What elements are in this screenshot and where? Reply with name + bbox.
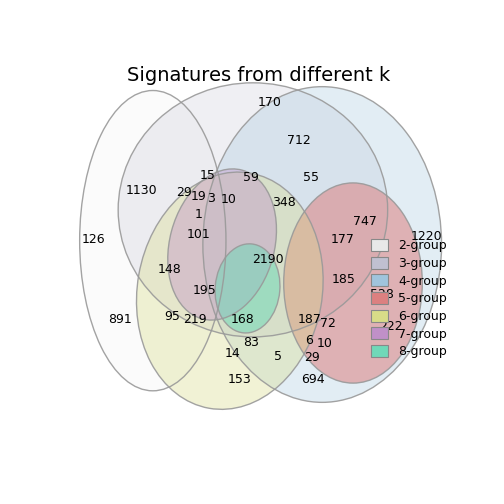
Legend: 2-group, 3-group, 4-group, 5-group, 6-group, 7-group, 8-group: 2-group, 3-group, 4-group, 5-group, 6-gr… xyxy=(371,239,447,358)
Text: 348: 348 xyxy=(272,196,295,209)
Text: 95: 95 xyxy=(164,309,180,323)
Text: 712: 712 xyxy=(287,134,311,147)
Text: 195: 195 xyxy=(193,284,216,297)
Text: 2190: 2190 xyxy=(253,254,284,267)
Text: 101: 101 xyxy=(186,228,210,241)
Text: 1220: 1220 xyxy=(410,230,442,243)
Text: 19: 19 xyxy=(191,191,206,203)
Text: 10: 10 xyxy=(317,337,333,350)
Ellipse shape xyxy=(168,169,277,320)
Ellipse shape xyxy=(80,91,226,391)
Text: 29: 29 xyxy=(176,186,192,200)
Text: 185: 185 xyxy=(332,273,356,286)
Ellipse shape xyxy=(215,244,280,333)
Ellipse shape xyxy=(284,183,422,383)
Text: 177: 177 xyxy=(331,233,355,245)
Text: 55: 55 xyxy=(303,171,319,184)
Text: 222: 222 xyxy=(379,321,403,334)
Text: 6: 6 xyxy=(305,334,313,347)
Text: 528: 528 xyxy=(370,288,394,301)
Text: 15: 15 xyxy=(200,169,215,182)
Text: 29: 29 xyxy=(304,351,320,364)
Text: 219: 219 xyxy=(183,312,207,326)
Text: 59: 59 xyxy=(242,171,259,184)
Ellipse shape xyxy=(137,172,323,409)
Text: 14: 14 xyxy=(224,347,240,359)
Text: 148: 148 xyxy=(158,264,181,276)
Text: 1: 1 xyxy=(195,208,202,221)
Text: 83: 83 xyxy=(242,336,259,349)
Text: 168: 168 xyxy=(231,312,255,326)
Text: 72: 72 xyxy=(320,318,336,330)
Text: 5: 5 xyxy=(274,350,282,363)
Text: 891: 891 xyxy=(108,312,132,326)
Text: Signatures from different k: Signatures from different k xyxy=(127,66,390,85)
Text: 10: 10 xyxy=(220,194,236,206)
Text: 170: 170 xyxy=(258,96,282,108)
Text: 747: 747 xyxy=(353,215,376,228)
Text: 126: 126 xyxy=(82,233,105,245)
Ellipse shape xyxy=(118,83,388,337)
Text: 3: 3 xyxy=(207,192,215,205)
Ellipse shape xyxy=(203,87,442,402)
Text: 1130: 1130 xyxy=(125,184,157,197)
Text: 694: 694 xyxy=(301,373,325,386)
Text: 187: 187 xyxy=(297,312,321,326)
Text: 153: 153 xyxy=(228,373,251,386)
